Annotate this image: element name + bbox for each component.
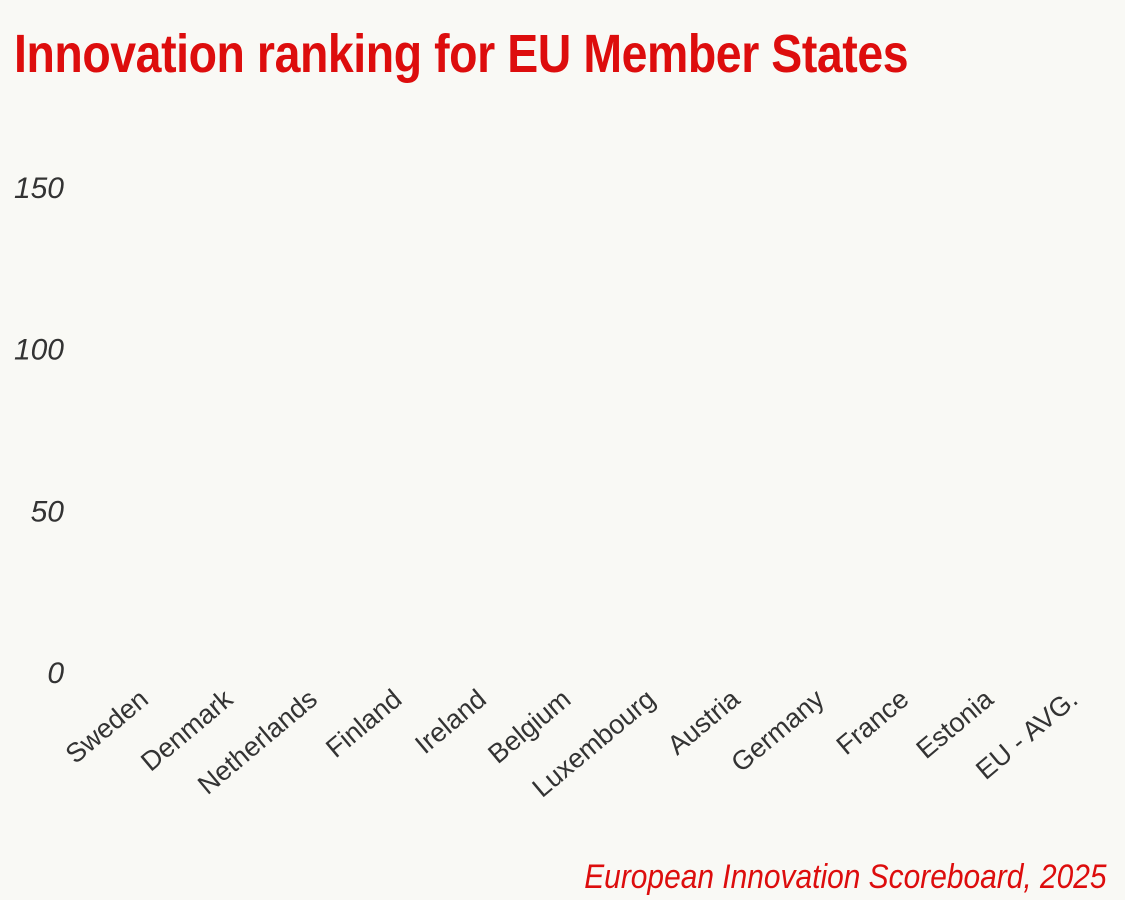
x-tick-label: Finland [320, 684, 407, 764]
y-axis: 0 50 100 150 [14, 172, 64, 690]
x-tick-label: Germany [726, 683, 831, 778]
y-tick-label: 50 [31, 495, 65, 528]
x-tick-label: Ireland [409, 684, 492, 760]
x-tick-label: France [831, 684, 915, 761]
y-tick-label: 0 [47, 657, 64, 690]
y-tick-label: 150 [14, 172, 64, 205]
chart-title: Innovation ranking for EU Member States [14, 24, 909, 84]
y-tick-label: 100 [14, 334, 64, 367]
source-caption: European Innovation Scoreboard, 2025 [584, 858, 1107, 896]
